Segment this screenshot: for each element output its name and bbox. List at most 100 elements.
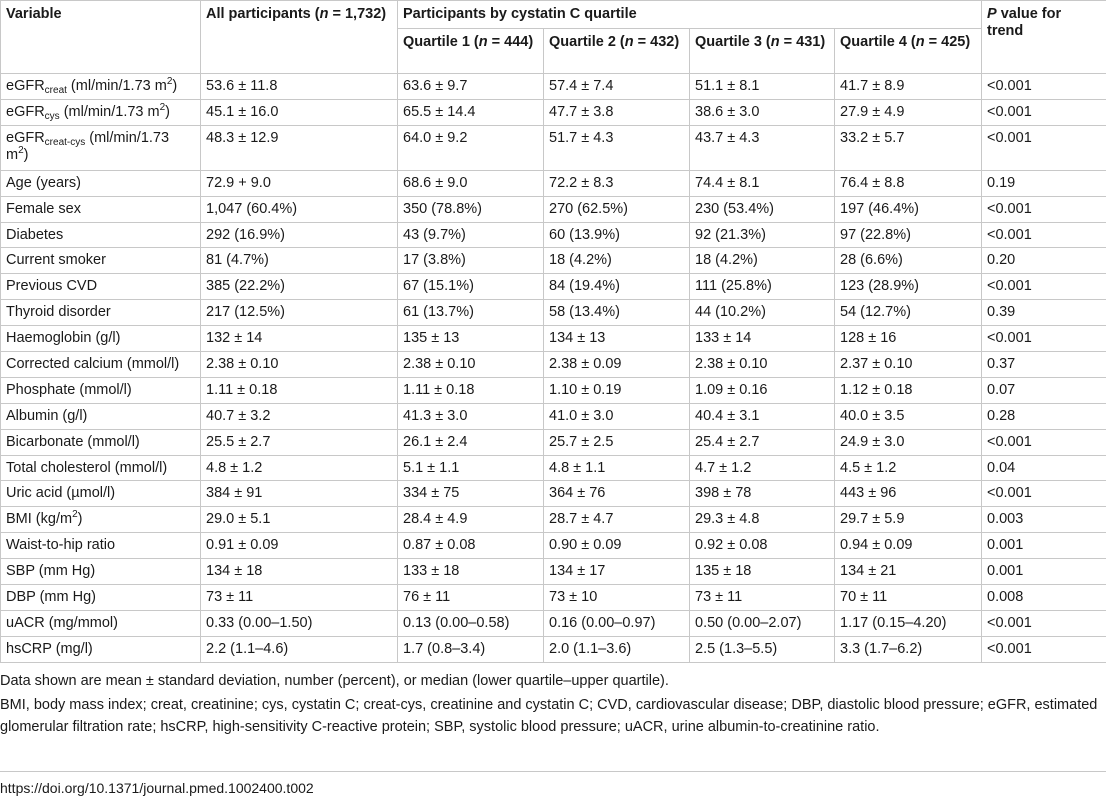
table-cell: <0.001 — [981, 195, 1106, 223]
row-label: Current smoker — [0, 247, 201, 275]
table-cell: 65.5 ± 14.4 — [397, 98, 544, 126]
table-cell: 134 ± 17 — [543, 558, 690, 586]
row-label: Bicarbonate (mmol/l) — [0, 428, 201, 456]
table-cell: 0.003 — [981, 506, 1106, 534]
table-row: eGFRcreat-cys (ml/min/1.73 m2) 48.3 ± 12.… — [0, 124, 1106, 171]
table-cell: 43 (9.7%) — [397, 221, 544, 249]
table-cell: 1.10 ± 0.19 — [543, 376, 690, 404]
table-body: eGFRcreat (ml/min/1.73 m2) 53.6 ± 11.8 63.… — [0, 73, 1106, 663]
header-variable: Variable — [0, 0, 201, 74]
table-cell: 128 ± 16 — [834, 325, 982, 353]
table-cell: 133 ± 18 — [397, 558, 544, 586]
header-p-value: P value for trend — [981, 0, 1106, 74]
footnote-abbreviations: BMI, body mass index; creat, creatinine;… — [0, 697, 1098, 735]
table-row: Age (years) 72.9 + 9.0 68.6 ± 9.0 72.2 ± 8.… — [0, 169, 1106, 197]
table-cell: 48.3 ± 12.9 — [200, 124, 398, 171]
table-cell: 443 ± 96 — [834, 480, 982, 508]
table-row: Diabetes 292 (16.9%) 43 (9.7%) 60 (13.9%) 92… — [0, 221, 1106, 249]
table-cell: 45.1 ± 16.0 — [200, 98, 398, 126]
table-cell: 385 (22.2%) — [200, 273, 398, 301]
table-cell: 25.4 ± 2.7 — [689, 428, 835, 456]
table-cell: 51.7 ± 4.3 — [543, 124, 690, 171]
header-quartile-3: Quartile 3 (n = 431) — [689, 28, 835, 74]
table-cell: 0.008 — [981, 584, 1106, 611]
table-cell: 1.11 ± 0.18 — [397, 376, 544, 404]
row-label: SBP (mm Hg) — [0, 558, 201, 586]
table-cell: 1.11 ± 0.18 — [200, 376, 398, 404]
table-cell: 1.09 ± 0.16 — [689, 376, 835, 404]
table-cell: 5.1 ± 1.1 — [397, 454, 544, 482]
row-label: Total cholesterol (mmol/l) — [0, 454, 201, 482]
table-cell: 24.9 ± 3.0 — [834, 428, 982, 456]
table-row: BMI (kg/m2) 29.0 ± 5.1 28.4 ± 4.9 28.7 ± 4.… — [0, 506, 1106, 534]
table-cell: 0.91 ± 0.09 — [200, 532, 398, 560]
table-cell: 364 ± 76 — [543, 480, 690, 508]
table-cell: 2.37 ± 0.10 — [834, 351, 982, 378]
header-subrow: Quartile 1 (n = 444) Quartile 2 (n = 432… — [1, 28, 1106, 74]
table-cell: 197 (46.4%) — [834, 195, 982, 223]
row-label: Diabetes — [0, 221, 201, 249]
footer-divider — [0, 771, 1106, 772]
table-cell: <0.001 — [981, 480, 1106, 508]
table-cell: 0.37 — [981, 351, 1106, 378]
table-cell: <0.001 — [981, 124, 1106, 171]
table-row: Previous CVD 385 (22.2%) 67 (15.1%) 84 (19.… — [0, 273, 1106, 301]
table-cell: 3.3 (1.7–6.2) — [834, 635, 982, 663]
table-cell: 0.33 (0.00–1.50) — [200, 609, 398, 637]
table-cell: 0.04 — [981, 454, 1106, 482]
table-cell: 4.8 ± 1.2 — [200, 454, 398, 482]
table-cell: 2.2 (1.1–4.6) — [200, 635, 398, 663]
table-cell: 70 ± 11 — [834, 584, 982, 611]
row-label: Female sex — [0, 195, 201, 223]
table-cell: 28.7 ± 4.7 — [543, 506, 690, 534]
table-cell: 25.5 ± 2.7 — [200, 428, 398, 456]
table-cell: 44 (10.2%) — [689, 299, 835, 327]
table-row: hsCRP (mg/l) 2.2 (1.1–4.6) 1.7 (0.8–3.4) 2.… — [0, 635, 1106, 663]
table-cell: 2.38 ± 0.10 — [397, 351, 544, 378]
table-cell: 133 ± 14 — [689, 325, 835, 353]
table-row: Haemoglobin (g/l) 132 ± 14 135 ± 13 134 ± 1… — [0, 325, 1106, 353]
table-cell: 57.4 ± 7.4 — [543, 73, 690, 100]
table-cell: 43.7 ± 4.3 — [689, 124, 835, 171]
table-cell: <0.001 — [981, 635, 1106, 663]
table-cell: 2.38 ± 0.10 — [200, 351, 398, 378]
table-cell: 135 ± 18 — [689, 558, 835, 586]
table-cell: 1.7 (0.8–3.4) — [397, 635, 544, 663]
table-footnotes: Data shown are mean ± standard deviation… — [0, 670, 1100, 740]
row-label: BMI (kg/m2) — [0, 506, 201, 534]
table-row: DBP (mm Hg) 73 ± 11 76 ± 11 73 ± 10 73 ± 11 7… — [0, 584, 1106, 611]
table-cell: 72.9 + 9.0 — [200, 169, 398, 197]
row-label: uACR (mg/mmol) — [0, 609, 201, 637]
table-cell: 111 (25.8%) — [689, 273, 835, 301]
table-row: SBP (mm Hg) 134 ± 18 133 ± 18 134 ± 17 135 ±… — [0, 558, 1106, 586]
table-cell: 4.8 ± 1.1 — [543, 454, 690, 482]
table-cell: <0.001 — [981, 325, 1106, 353]
table-cell: 0.50 (0.00–2.07) — [689, 609, 835, 637]
table-row: Total cholesterol (mmol/l) 4.8 ± 1.2 5.1 ±… — [0, 454, 1106, 482]
table-cell: 0.07 — [981, 376, 1106, 404]
table-cell: 28.4 ± 4.9 — [397, 506, 544, 534]
table-cell: 72.2 ± 8.3 — [543, 169, 690, 197]
table-cell: 350 (78.8%) — [397, 195, 544, 223]
table-row: eGFRcreat (ml/min/1.73 m2) 53.6 ± 11.8 63.… — [0, 73, 1106, 100]
header-quartile-4: Quartile 4 (n = 425) — [834, 28, 982, 74]
table-cell: 60 (13.9%) — [543, 221, 690, 249]
table-cell: 73 ± 11 — [689, 584, 835, 611]
table-cell: 92 (21.3%) — [689, 221, 835, 249]
table-row: Waist-to-hip ratio 0.91 ± 0.09 0.87 ± 0.08… — [0, 532, 1106, 560]
table-row: Albumin (g/l) 40.7 ± 3.2 41.3 ± 3.0 41.0 ± … — [0, 402, 1106, 430]
table-cell: 1.12 ± 0.18 — [834, 376, 982, 404]
table-cell: 29.0 ± 5.1 — [200, 506, 398, 534]
doi-link[interactable]: https://doi.org/10.1371/journal.pmed.100… — [0, 780, 314, 796]
table-cell: 27.9 ± 4.9 — [834, 98, 982, 126]
table-cell: 2.38 ± 0.09 — [543, 351, 690, 378]
table-row: eGFRcys (ml/min/1.73 m2) 45.1 ± 16.0 65.5 … — [0, 98, 1106, 126]
row-label: eGFRcys (ml/min/1.73 m2) — [0, 98, 201, 126]
table-cell: 68.6 ± 9.0 — [397, 169, 544, 197]
table-cell: 0.19 — [981, 169, 1106, 197]
table-cell: 17 (3.8%) — [397, 247, 544, 275]
table-cell: 81 (4.7%) — [200, 247, 398, 275]
table-cell: 2.38 ± 0.10 — [689, 351, 835, 378]
table-cell: 0.001 — [981, 558, 1106, 586]
